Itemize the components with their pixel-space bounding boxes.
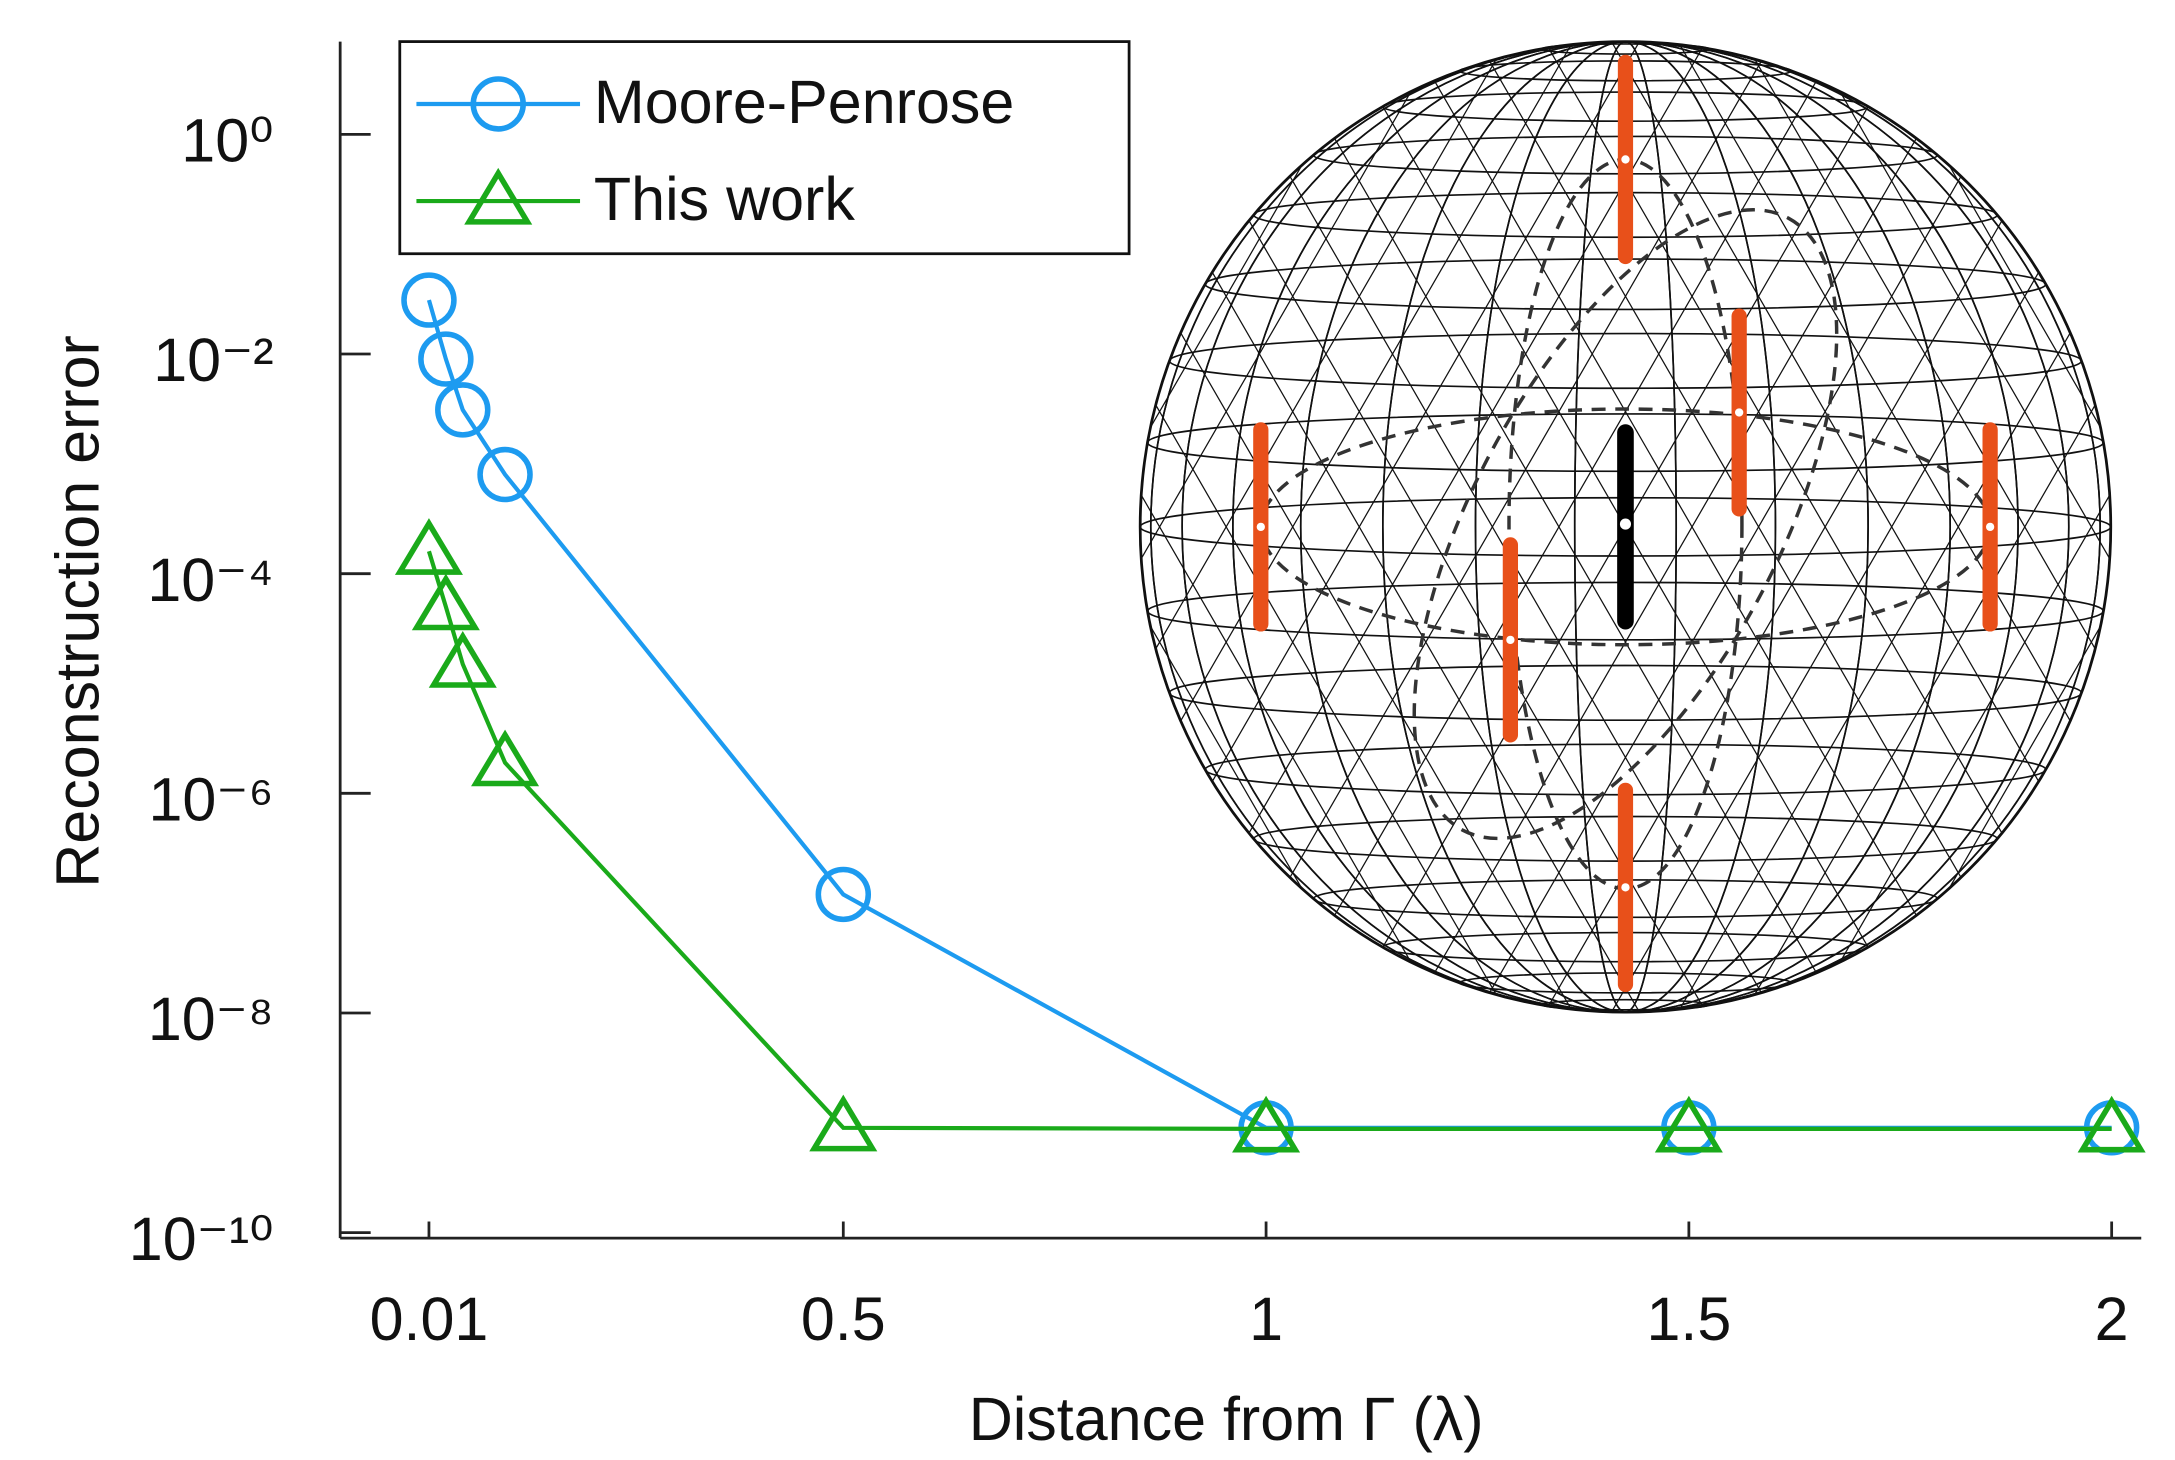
mesh-diagonal (1839, 494, 2111, 963)
y-tick-label: 10⁻¹⁰ (129, 1205, 274, 1273)
mesh-diagonal (1948, 626, 2101, 889)
bar-dot (1506, 635, 1515, 645)
mesh-diagonal (1839, 91, 2111, 559)
mesh-diagonal (1611, 41, 2040, 782)
mesh-diagonal (1433, 138, 1917, 974)
y-tick-label: 10⁻⁸ (148, 985, 274, 1053)
x-tick-label: 2 (2095, 1285, 2129, 1353)
circle-marker (401, 272, 457, 328)
triangle-marker (411, 573, 480, 631)
bar-dot (1619, 518, 1632, 530)
triangle-marker (1654, 1095, 1723, 1153)
circle-marker (418, 331, 474, 387)
triangle-marker (471, 729, 540, 787)
bar-dot (1985, 522, 1995, 532)
mesh-diagonal (1433, 80, 1917, 916)
sphere-inset (1138, 40, 2113, 1014)
y-tick-label: 10⁻⁴ (147, 546, 273, 614)
mesh-diagonal (1754, 58, 2096, 650)
legend-label: This work (594, 165, 855, 233)
bar-dot (1621, 155, 1630, 164)
triangle-marker (1232, 1095, 1301, 1153)
series-line (426, 550, 2112, 1131)
y-tick-label: 10⁻² (153, 326, 273, 394)
mesh-diagonal (1611, 272, 2040, 1013)
mesh-diagonal (1547, 47, 2003, 834)
legend-label: Moore-Penrose (594, 68, 1014, 136)
y-tick-label: 10⁰ (181, 107, 273, 175)
bar-dot (1256, 522, 1265, 532)
mesh-diagonal (1679, 44, 2071, 722)
x-tick-label: 1 (1249, 1285, 1283, 1353)
mesh-diagonal (1948, 164, 2101, 428)
mesh-diagonal (1248, 47, 1703, 834)
mesh-diagonal (1140, 91, 1412, 559)
triangle-marker (428, 631, 497, 688)
mesh-latitude (1168, 332, 2083, 390)
triangle-marker (394, 518, 463, 575)
mesh-diagonal (1180, 332, 1572, 1010)
circle-marker (477, 446, 533, 503)
mesh-diagonal (1489, 175, 1962, 994)
mesh-diagonal (1334, 80, 1818, 916)
legend-marker (470, 76, 526, 132)
mesh-diagonal (1248, 220, 1703, 1007)
bar-dot (1735, 408, 1744, 417)
mesh-diagonal (1334, 138, 1818, 974)
mesh-diagonal (1754, 404, 2096, 995)
x-tick-label: 1.5 (1646, 1285, 1731, 1353)
bar-dot (1621, 883, 1630, 892)
legend-box (398, 40, 1131, 256)
circle-marker (815, 866, 872, 923)
mesh-diagonal (1489, 60, 1962, 878)
mesh-diagonal (1679, 332, 2071, 1010)
x-tick-label: 0.5 (801, 1285, 886, 1353)
legend-marker (464, 167, 533, 225)
mesh-longitude (1149, 40, 2101, 1013)
mesh-latitude (1168, 664, 2083, 722)
y-axis-label: Reconstruction error (43, 335, 111, 888)
x-tick-label: 0.01 (370, 1285, 489, 1353)
y-tick-label: 10⁻⁶ (148, 766, 273, 834)
circle-marker (435, 382, 491, 438)
x-axis-label: Distance from Γ (λ) (969, 1385, 1484, 1453)
mesh-diagonal (1140, 494, 1412, 963)
triangle-marker (809, 1094, 878, 1152)
triangle-marker (2077, 1095, 2146, 1153)
mesh-latitude (1204, 258, 2047, 311)
mesh-diagonal (1180, 44, 1572, 722)
dashed-circle (1412, 208, 1839, 841)
